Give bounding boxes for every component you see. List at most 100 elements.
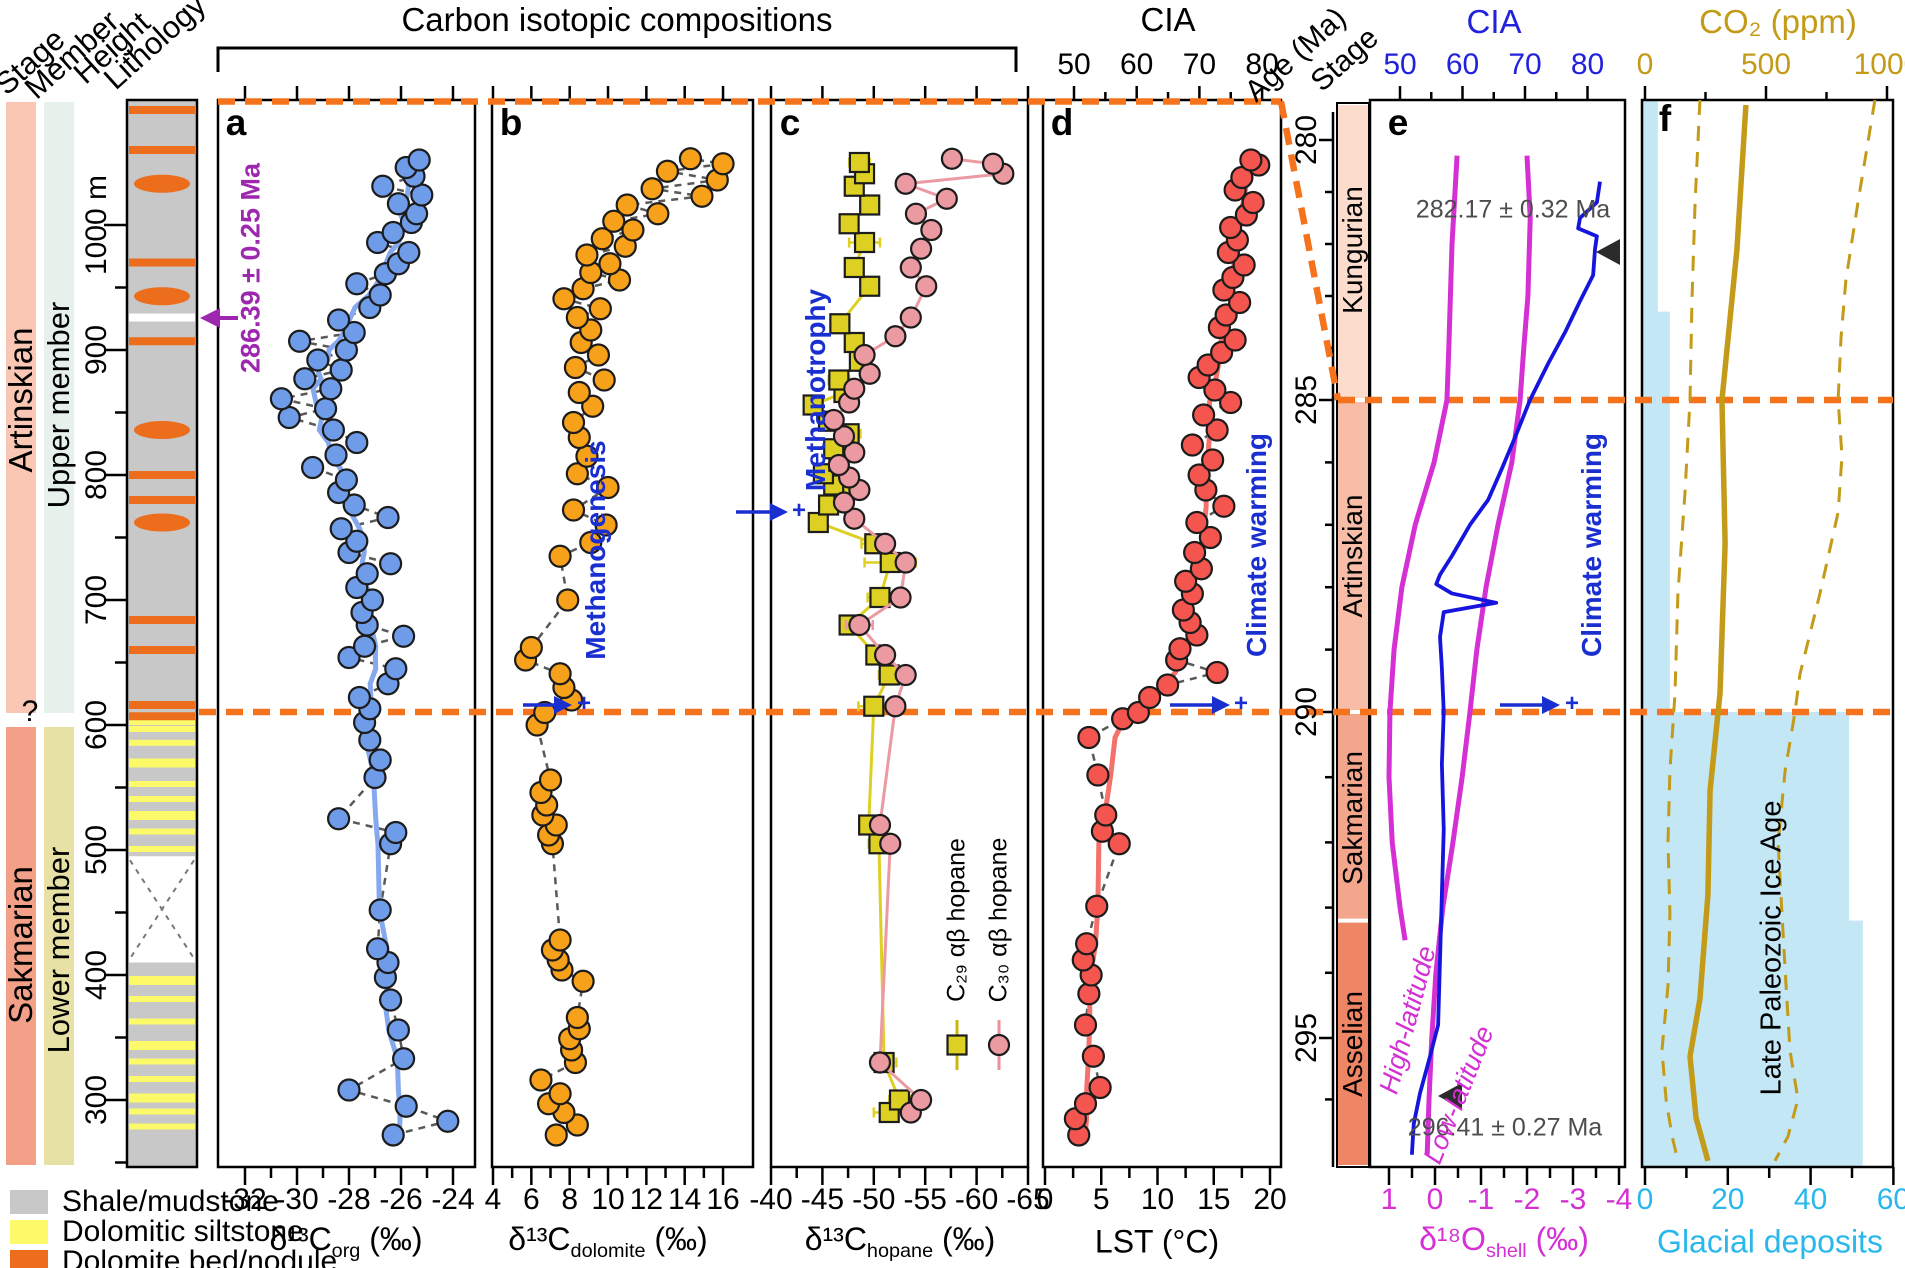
stage-artinskian-right-label: Artinskian: [1337, 494, 1368, 618]
height-tick-label: 600: [80, 699, 113, 751]
left-strat-bars: [6, 102, 74, 1165]
axis-c-tick-label: -55: [903, 1183, 947, 1216]
axis-c-tick-label: -50: [852, 1183, 896, 1216]
cia-blue-tick-label: 60: [1445, 48, 1480, 81]
legend-c30-label: C₃₀ αβ hopane: [984, 837, 1013, 1003]
axis-e-tick-label: -1: [1467, 1183, 1495, 1216]
cia-top-tick-label: 50: [1057, 48, 1091, 81]
axis-e-tick-label: -2: [1513, 1183, 1541, 1216]
axis-title-b: δ¹³Cdolomite (‰): [508, 1220, 708, 1263]
cia-blue-tick-label: 80: [1570, 48, 1605, 81]
member-lower-label: Lower member: [41, 846, 76, 1054]
axis-f-tick-label: 60: [1876, 1183, 1905, 1216]
axis-d-tick-label: 15: [1197, 1183, 1231, 1216]
climate-warming-e-plus: +: [1564, 690, 1580, 717]
panel-b-letter: b: [499, 102, 523, 143]
axis-e-tick-label: -3: [1559, 1183, 1587, 1216]
axis-b-tick-label: 10: [591, 1183, 625, 1216]
panel-d-series: [1063, 148, 1271, 1147]
siltstone-label: Dolomitic siltstone: [62, 1215, 304, 1248]
panel-c-letter: c: [779, 102, 801, 143]
panel-a-letter: a: [225, 102, 247, 143]
age-tick-label: 280: [1290, 114, 1323, 166]
height-tick-label: 800: [80, 449, 113, 501]
axis-c-tick-label: -45: [800, 1183, 845, 1216]
axis-f-tick-label: 20: [1711, 1183, 1745, 1216]
axis-c-tick-label: -60: [954, 1183, 999, 1216]
ice-age-label: Late Paleozoic Ice Age: [1755, 800, 1788, 1096]
axis-title-c: δ¹³Chopane (‰): [804, 1220, 996, 1263]
age-tick-label: 285: [1290, 374, 1323, 426]
co2-tick-label: 500: [1740, 48, 1792, 81]
cia-blue-tick-label: 50: [1383, 48, 1417, 81]
climate-warming-e-label: Climate warming: [1576, 432, 1607, 658]
axis-b-tick-label: 6: [522, 1183, 540, 1216]
cia-top-title: CIA: [1140, 1, 1196, 38]
methanotrophy-label: Methanotrophy: [800, 288, 831, 492]
height-tick-label: 1000 m: [80, 174, 113, 276]
stage-kungurian-label: Kungurian: [1337, 186, 1368, 314]
axis-title-e: δ¹⁸Oshell (‰): [1419, 1220, 1589, 1263]
axis-title-f: Glacial deposits: [1657, 1223, 1883, 1260]
height-tick-label: 300: [80, 1074, 113, 1126]
panel-frames: [216, 98, 1895, 1169]
cia-top-tick-label: 80: [1245, 48, 1279, 81]
age-tick-label: 290: [1290, 686, 1323, 738]
dolomite-swatch: [10, 1250, 48, 1268]
correlation-lines: [199, 98, 1893, 716]
climate-warming-d-label: Climate warming: [1241, 432, 1272, 658]
axis-d-tick-label: 0: [1036, 1183, 1054, 1216]
cia-blue-title: CIA: [1466, 3, 1522, 40]
cia-top-tick-label: 70: [1182, 48, 1217, 81]
height-tick-label: 500: [80, 824, 113, 876]
axis-f-tick-label: 0: [1636, 1183, 1654, 1216]
legend-shale: Shale/mudstone: [10, 1185, 279, 1219]
stage-artinskian-label: Artinskian: [2, 327, 39, 473]
legend-dolomite: Dolomite bed/nodule: [10, 1245, 337, 1268]
axis-a-tick-label: -26: [379, 1183, 423, 1216]
panel-c-series: [802, 147, 1015, 1124]
stage-asselian-label: Asselian: [1337, 991, 1368, 1097]
axes-ticks: [104, 86, 1895, 1185]
stage-sakmarian-right-label: Sakmarian: [1337, 751, 1368, 885]
panel-b-series: [513, 147, 735, 1147]
cia-blue-tick-label: 70: [1508, 48, 1542, 81]
member-upper-label: Upper member: [41, 301, 76, 509]
legend-siltstone: Dolomitic siltstone: [10, 1215, 304, 1249]
glacial-deposits-area: [1643, 100, 1863, 1167]
methanotrophy-plus: +: [791, 497, 807, 524]
panel-f-letter: f: [1658, 98, 1672, 139]
siltstone-swatch: [10, 1220, 48, 1244]
co2-tick-label: 0: [1636, 48, 1654, 81]
date-296: 296.41 ± 0.27 Ma: [1407, 1113, 1603, 1142]
axis-a-tick-label: -32: [223, 1183, 267, 1216]
stage-boundary-query: ?: [21, 695, 39, 728]
hopane-legend-markers: [946, 1020, 1011, 1070]
legend-c29-label: C₂₉ αβ hopane: [942, 838, 971, 1002]
panel-a-series: [269, 148, 460, 1147]
cia-top-tick-label: 60: [1120, 48, 1154, 81]
axis-b-tick-label: 14: [668, 1183, 702, 1216]
axis-d-tick-label: 5: [1092, 1183, 1110, 1216]
axis-b-tick-label: 8: [561, 1183, 579, 1216]
shale-label: Shale/mudstone: [62, 1185, 279, 1218]
age-tick-label: 295: [1290, 1012, 1323, 1064]
axis-a-tick-label: -24: [431, 1183, 475, 1216]
axis-e-tick-label: 0: [1426, 1183, 1444, 1216]
axis-b-tick-label: 16: [706, 1183, 740, 1216]
dolomite-label: Dolomite bed/nodule: [62, 1245, 338, 1268]
axis-title-a: δ¹³Corg (‰): [269, 1220, 423, 1263]
axis-c-tick-label: -40: [749, 1183, 793, 1216]
height-tick-label: 700: [80, 574, 113, 626]
stage-sakmarian-label: Sakmarian: [2, 866, 39, 1024]
panel-e-series: [1386, 155, 1602, 1155]
axis-d-tick-label: 10: [1140, 1183, 1175, 1216]
carbon-bracket: [216, 46, 1018, 72]
axis-b-tick-label: 12: [629, 1183, 664, 1216]
methanogenesis-label: Methanogenesis: [580, 440, 611, 660]
shale-swatch: [10, 1190, 48, 1214]
axis-title-d: LST (°C): [1094, 1223, 1220, 1260]
axis-e-tick-label: -4: [1605, 1183, 1633, 1216]
date-282: 282.17 ± 0.32 Ma: [1415, 195, 1611, 224]
